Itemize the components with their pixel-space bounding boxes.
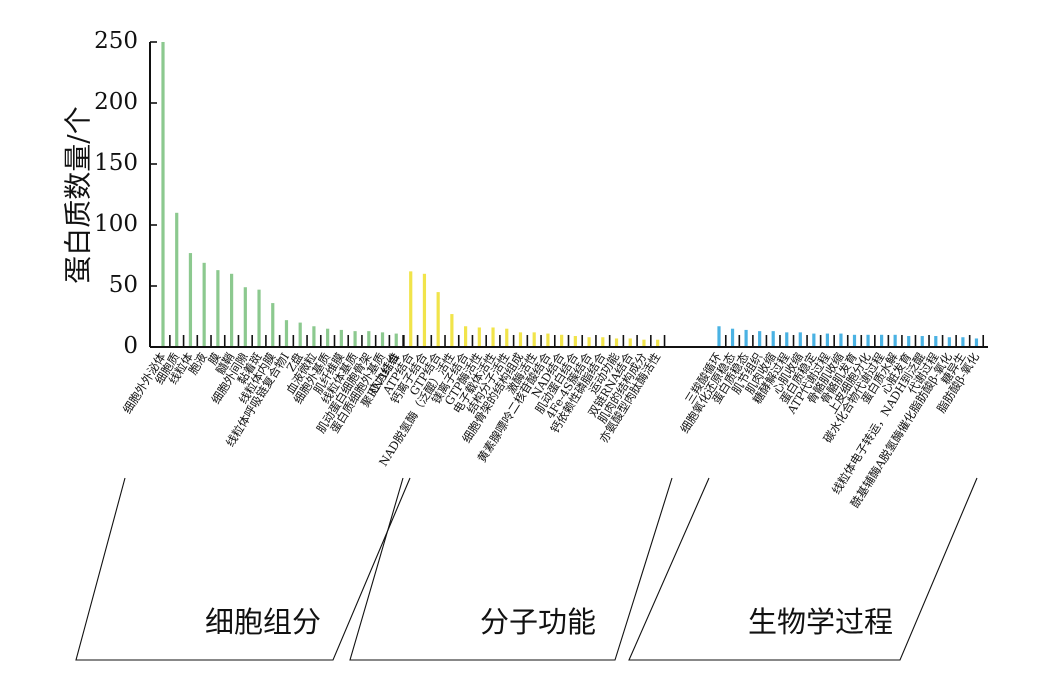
y-tick-label: 250	[94, 28, 138, 54]
bar	[216, 270, 220, 347]
bar	[243, 287, 247, 347]
bar	[785, 332, 789, 347]
bar	[642, 339, 646, 347]
bar	[409, 271, 413, 347]
group-brackets: 细胞组分 分子功能 生物学过程	[75, 477, 978, 661]
bar	[202, 262, 206, 347]
bar	[312, 326, 316, 347]
bar	[974, 338, 979, 347]
bar	[866, 334, 870, 347]
bar	[798, 332, 802, 347]
bar	[257, 289, 261, 347]
bar	[839, 333, 843, 347]
bar	[422, 273, 427, 347]
bar	[656, 339, 660, 347]
y-tick-label: 50	[109, 272, 138, 298]
bar	[628, 338, 632, 347]
bar	[744, 329, 748, 347]
bar	[771, 331, 775, 347]
bar	[601, 337, 605, 347]
bar	[367, 331, 371, 347]
group-label: 分子功能	[480, 605, 596, 639]
category-ticks-layer	[169, 335, 985, 347]
bar	[230, 273, 234, 347]
bar	[947, 337, 951, 347]
group-label: 细胞组分	[205, 605, 321, 639]
bar	[380, 332, 385, 347]
category-labels: 细胞外外泌体细胞质线粒体胞液膜髓鞘细胞外间隙黏着斑线粒体内膜线粒体呼吸链复合物I…	[120, 350, 982, 510]
bar	[161, 42, 165, 347]
bar	[505, 328, 509, 347]
bar	[188, 253, 193, 347]
bar	[339, 329, 343, 347]
bar	[880, 334, 884, 347]
bar	[518, 332, 523, 347]
bar	[271, 303, 275, 347]
bar	[175, 212, 179, 347]
bar	[284, 320, 289, 347]
y-axis: 0 50 100 150 200 250	[94, 28, 157, 359]
group-bracket	[349, 477, 673, 661]
y-tick-label: 0	[123, 333, 138, 359]
bar	[326, 328, 330, 347]
bar	[934, 336, 938, 347]
bar	[450, 314, 454, 347]
bars-layer	[161, 42, 979, 347]
bar	[436, 292, 440, 347]
group-label: 生物学过程	[748, 605, 893, 639]
bar	[758, 331, 762, 347]
bar	[907, 336, 911, 347]
bar	[546, 333, 550, 347]
bar	[587, 337, 591, 347]
bar	[893, 334, 897, 347]
y-tick-label: 150	[94, 150, 138, 176]
bar	[560, 334, 564, 347]
y-axis-title: 蛋白质数量/个	[62, 106, 95, 283]
bar	[730, 328, 735, 347]
bar	[353, 331, 357, 347]
y-tick-label: 200	[94, 89, 138, 115]
bar	[394, 333, 398, 347]
bar	[491, 327, 495, 347]
bar	[298, 322, 302, 347]
group-bracket	[628, 477, 978, 661]
bar	[852, 334, 857, 347]
bar	[825, 333, 829, 347]
bar	[532, 332, 536, 347]
bar	[812, 333, 816, 347]
bar	[920, 336, 924, 347]
bar	[614, 338, 619, 347]
bar	[477, 327, 481, 347]
y-tick-label: 100	[94, 211, 138, 237]
bar	[961, 337, 965, 347]
bar	[464, 326, 468, 347]
group-bracket	[75, 477, 411, 661]
bar	[573, 336, 577, 347]
bar	[717, 326, 721, 347]
